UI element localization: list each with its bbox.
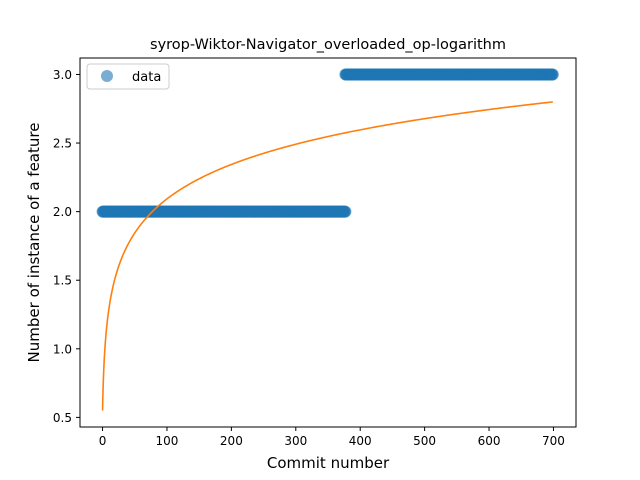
y-axis-label: Number of instance of a feature (25, 123, 43, 363)
x-tick-label: 500 (413, 434, 436, 448)
y-tick-label: 3.0 (53, 68, 72, 82)
x-tick-label: 100 (156, 434, 179, 448)
x-tick-label: 200 (220, 434, 243, 448)
x-tick-label: 700 (542, 434, 565, 448)
fit-line (101, 101, 553, 411)
legend-marker-data (101, 70, 113, 82)
plot-area (96, 68, 559, 411)
y-tick-label: 2.0 (53, 205, 72, 219)
series-layer (96, 68, 559, 411)
y-tick-label: 1.5 (53, 274, 72, 288)
x-tick-label: 0 (99, 434, 107, 448)
y-tick-label: 2.5 (53, 137, 72, 151)
x-axis-label: Commit number (267, 454, 390, 472)
chart-title: syrop-Wiktor-Navigator_overloaded_op-log… (150, 37, 506, 53)
x-tick-label: 600 (478, 434, 501, 448)
x-tick-label: 400 (349, 434, 372, 448)
axes-frame (79, 57, 577, 428)
legend: data (86, 63, 170, 90)
scatter-point (339, 205, 352, 218)
legend-label-data: data (132, 70, 161, 85)
scatter-point (546, 68, 559, 81)
y-tick-label: 1.0 (53, 342, 72, 356)
x-tick-label: 300 (284, 434, 307, 448)
axis-ticks: 0 100 200 300 400 500 600 700 0.5 1.0 1.5 2.0 2.5 3.0 (53, 68, 565, 448)
y-tick-label: 0.5 (53, 411, 72, 425)
